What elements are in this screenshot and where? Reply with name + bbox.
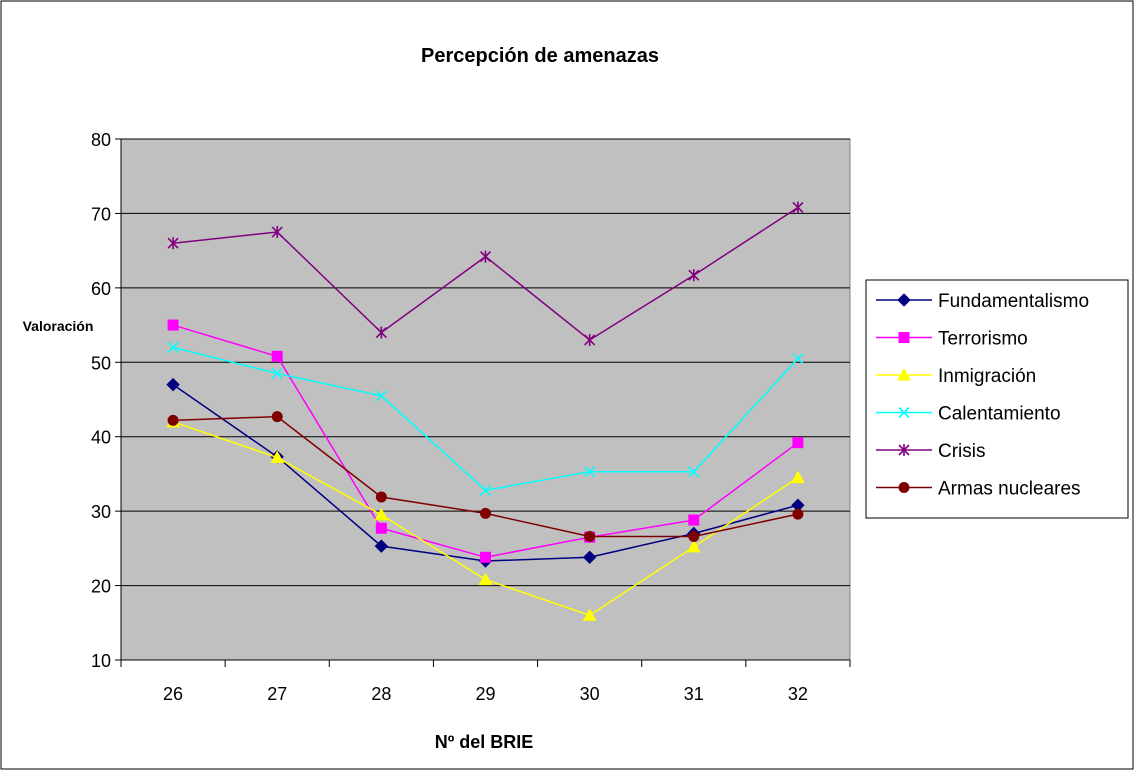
x-tick-label: 32	[788, 684, 808, 704]
data-point	[271, 226, 283, 239]
data-point	[270, 450, 285, 464]
data-point	[167, 414, 179, 426]
data-point	[167, 341, 179, 353]
x-tick-label: 26	[163, 684, 183, 704]
x-axis-ticks: 26 27 28 29 30 31 32	[120, 660, 851, 704]
legend-marker	[897, 293, 911, 307]
data-point	[688, 530, 700, 542]
y-tick-label: 20	[91, 577, 111, 597]
y-axis-ticks: 10 20 30 40 50 60 70 80	[91, 130, 121, 671]
data-point	[375, 522, 387, 534]
y-tick-label: 80	[91, 130, 111, 150]
series-4	[167, 201, 804, 346]
data-point	[374, 539, 389, 553]
data-point	[478, 572, 493, 586]
data-point	[167, 319, 179, 331]
data-point	[791, 470, 805, 484]
data-point	[479, 484, 492, 496]
series-2	[166, 414, 805, 621]
legend-item: Armas nucleares	[876, 479, 1081, 500]
x-tick-label: 30	[580, 684, 600, 704]
legend-label: Terrorismo	[938, 329, 1028, 350]
data-point	[375, 326, 387, 339]
legend-item: Fundamentalismo	[876, 291, 1089, 312]
y-tick-label: 10	[91, 651, 111, 671]
legend-label: Inmigración	[938, 366, 1036, 387]
legend-marker	[898, 444, 910, 456]
data-point	[271, 367, 283, 380]
data-point	[688, 466, 700, 478]
data-point	[271, 350, 283, 362]
series-3	[167, 341, 804, 496]
data-point	[584, 530, 596, 542]
data-point	[375, 390, 387, 402]
x-tick-label: 31	[684, 684, 704, 704]
data-point	[375, 491, 387, 503]
x-tick-label: 28	[371, 684, 391, 704]
series-5	[167, 411, 804, 542]
legend-box	[865, 279, 1129, 519]
data-point	[792, 352, 804, 365]
legend-item: Inmigración	[876, 366, 1036, 387]
y-axis-title: Valoración	[23, 318, 94, 334]
y-tick-label: 50	[91, 353, 111, 373]
legend-label: Armas nucleares	[938, 479, 1081, 500]
data-point	[584, 333, 596, 346]
data-point	[479, 250, 492, 263]
legend-item: Crisis	[876, 441, 986, 462]
data-point	[374, 507, 389, 521]
legend-marker	[897, 367, 911, 381]
legend: Fundamentalismo Terrorismo Inmigración Cale…	[865, 279, 1129, 519]
data-point	[686, 539, 701, 553]
legend-marker	[898, 406, 910, 419]
data-point	[480, 551, 491, 563]
data-point	[582, 550, 597, 564]
y-tick-label: 30	[91, 502, 111, 522]
data-point	[688, 269, 700, 282]
data-point	[582, 608, 597, 621]
legend-marker	[898, 332, 910, 343]
data-point	[271, 411, 283, 423]
legend-item: Terrorismo	[876, 329, 1028, 350]
data-point	[584, 466, 596, 478]
legend-item: Calentamiento	[876, 404, 1061, 425]
legend-label: Fundamentalismo	[938, 291, 1089, 312]
y-tick-label: 40	[91, 428, 111, 448]
legend-marker	[898, 482, 910, 493]
data-point	[688, 514, 700, 526]
data-point	[166, 377, 180, 392]
data-point	[480, 507, 491, 519]
series-layer	[166, 201, 805, 621]
legend-label: Calentamiento	[938, 404, 1061, 425]
data-point	[792, 201, 804, 214]
x-tick-label: 27	[267, 684, 287, 704]
x-axis-title: Nº del BRIE	[435, 732, 534, 752]
legend-label: Crisis	[938, 441, 986, 462]
data-point	[792, 508, 804, 520]
chart-title: Percepción de amenazas	[421, 45, 659, 67]
y-tick-label: 70	[91, 204, 111, 224]
axes	[120, 139, 850, 661]
data-point	[792, 437, 804, 449]
data-point	[167, 237, 179, 250]
y-tick-label: 60	[91, 279, 111, 299]
x-tick-label: 29	[475, 684, 495, 704]
